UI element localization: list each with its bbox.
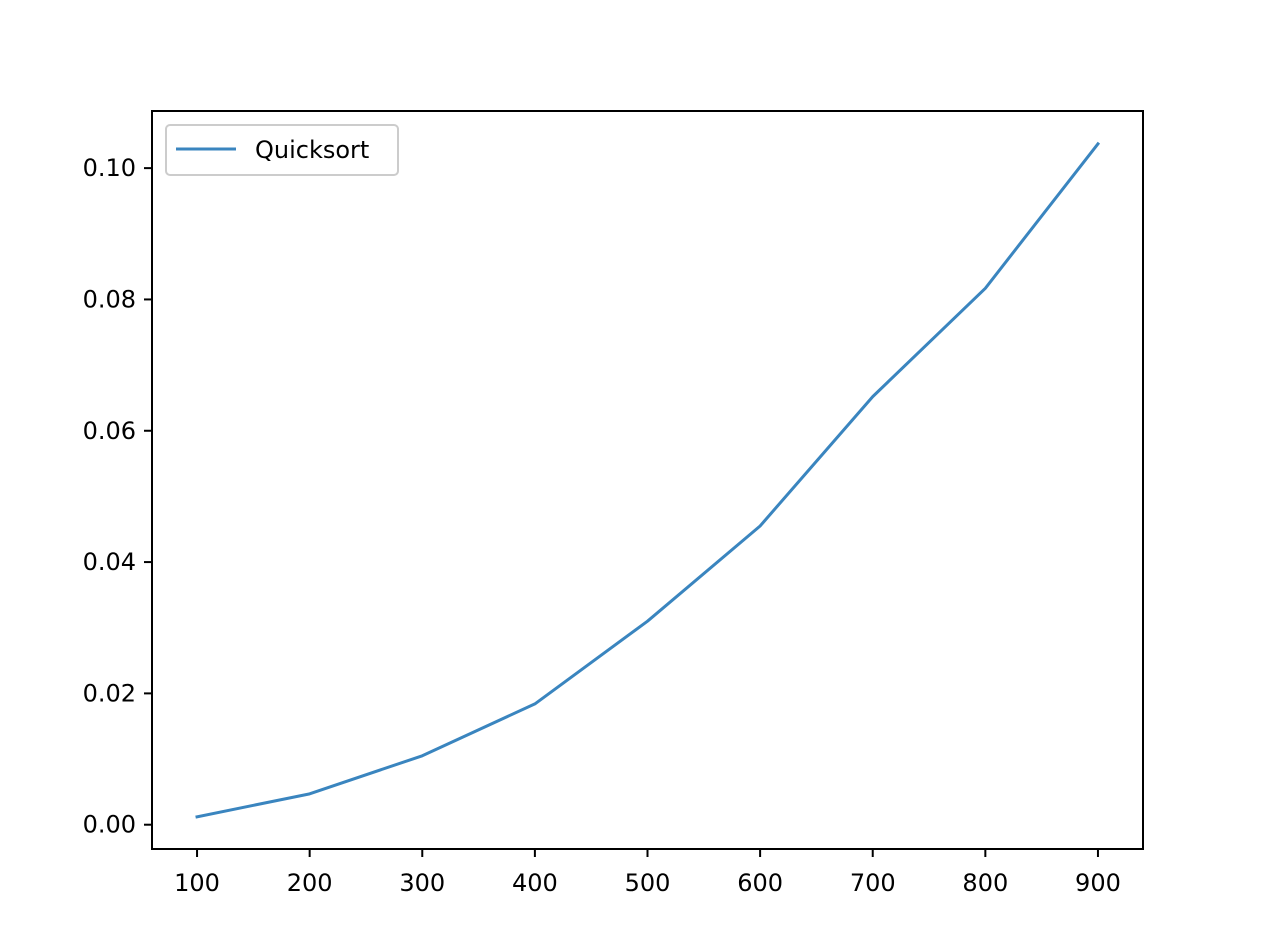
x-tick-label: 600: [737, 869, 783, 897]
y-tick-label: 0.04: [83, 548, 136, 576]
x-tick-label: 700: [850, 869, 896, 897]
y-tick-label: 0.06: [83, 417, 136, 445]
series-line-quicksort: [195, 141, 1101, 819]
plot-area: [195, 141, 1101, 819]
legend-box: [165, 124, 399, 176]
x-axis: 100 200 300 400 500 600 700 800 900: [174, 849, 1121, 897]
y-tick-label: 0.10: [83, 154, 136, 182]
x-tick-label: 500: [625, 869, 671, 897]
axes-frame: [151, 110, 1144, 850]
x-tick-label: 300: [399, 869, 445, 897]
legend-label-quicksort: Quicksort: [255, 136, 369, 164]
x-tick-label: 200: [287, 869, 333, 897]
x-tick-label: 100: [174, 869, 220, 897]
x-tick-label: 800: [962, 869, 1008, 897]
y-tick-label: 0.08: [83, 285, 136, 313]
y-axis: 0.00 0.02 0.04 0.06 0.08 0.10: [83, 154, 152, 839]
x-tick-label: 400: [512, 869, 558, 897]
y-tick-label: 0.00: [83, 811, 136, 839]
x-tick-label: 900: [1075, 869, 1121, 897]
y-tick-label: 0.02: [83, 679, 136, 707]
legend: Quicksort: [165, 124, 399, 176]
